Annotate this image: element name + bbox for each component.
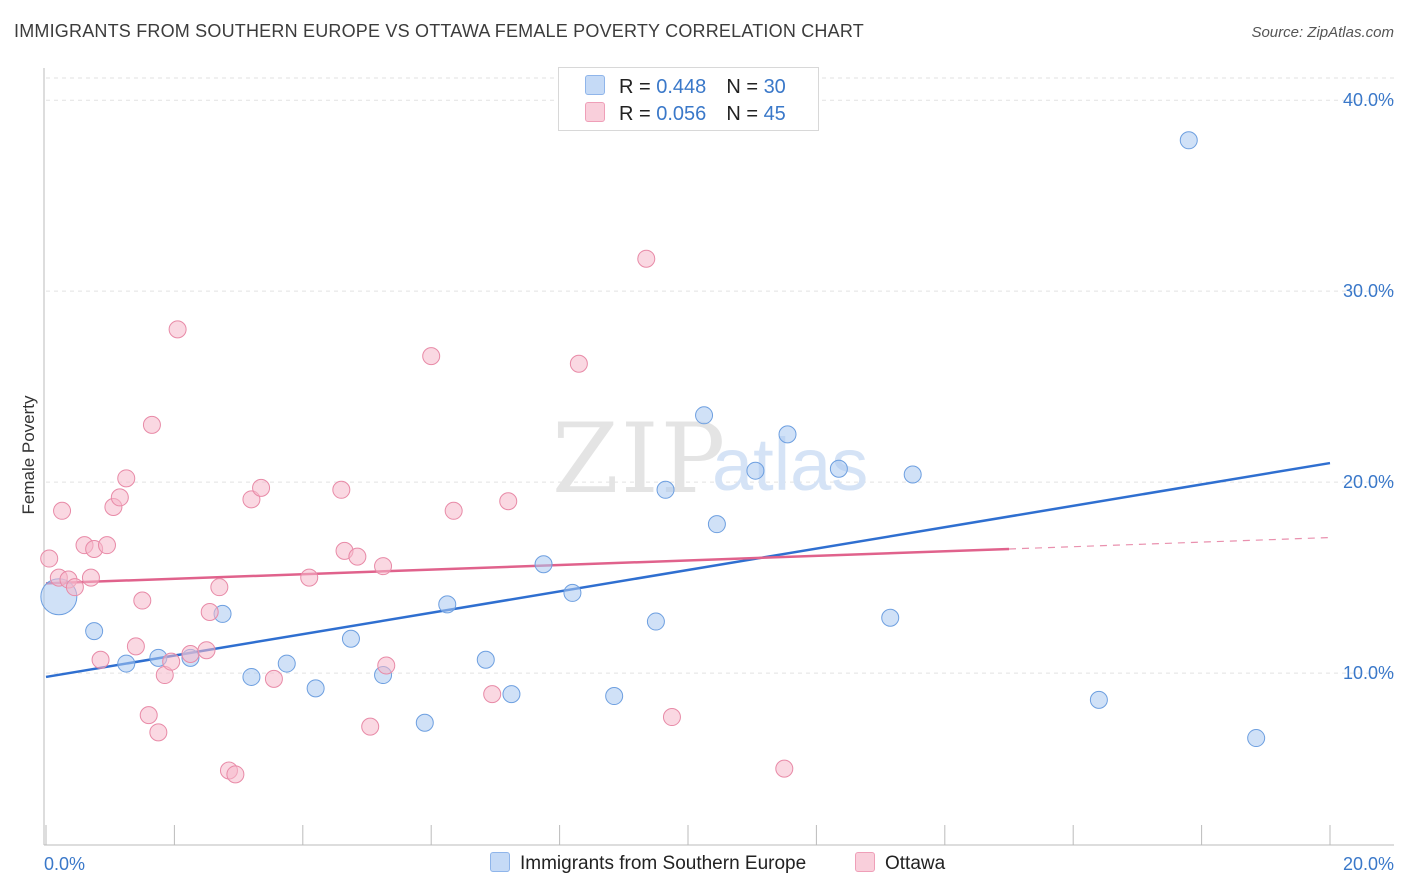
- point-southern-europe: [881, 608, 900, 627]
- point-ottawa: [252, 478, 271, 497]
- point-southern-europe: [85, 622, 104, 641]
- point-ottawa: [149, 723, 168, 742]
- legend-swatch-blue: [585, 75, 605, 95]
- point-ottawa: [264, 669, 283, 688]
- point-ottawa: [332, 480, 351, 499]
- trend-line-extension: [1008, 536, 1331, 550]
- point-southern-europe: [903, 465, 922, 484]
- point-southern-europe: [707, 515, 726, 534]
- gridlines: [46, 77, 1394, 674]
- y-tick-label: 10.0%: [1343, 663, 1394, 683]
- point-ottawa: [200, 603, 219, 622]
- point-ottawa: [422, 347, 441, 366]
- trend-line: [45, 547, 1010, 585]
- point-southern-europe: [306, 679, 325, 698]
- point-ottawa: [133, 591, 152, 610]
- point-ottawa: [662, 708, 681, 727]
- n-value: 30: [763, 76, 786, 98]
- point-ottawa: [300, 568, 319, 587]
- point-southern-europe: [341, 629, 360, 648]
- source-label: Source: ZipAtlas.com: [1251, 24, 1394, 41]
- watermark: ZIP atlas: [552, 403, 868, 515]
- point-southern-europe: [829, 459, 848, 478]
- point-ottawa: [444, 501, 463, 520]
- point-ottawa: [226, 765, 245, 784]
- watermark-zip: ZIP: [552, 403, 727, 515]
- point-southern-europe: [242, 667, 261, 686]
- point-southern-europe: [778, 425, 797, 444]
- point-ottawa: [81, 568, 100, 587]
- point-ottawa: [483, 685, 502, 704]
- data-points: [40, 131, 1266, 784]
- point-ottawa: [162, 652, 181, 671]
- point-ottawa: [377, 656, 396, 675]
- point-ottawa: [142, 415, 161, 434]
- point-ottawa: [348, 547, 367, 566]
- point-ottawa: [361, 717, 380, 736]
- point-ottawa: [53, 501, 72, 520]
- r-label: R =: [619, 76, 657, 98]
- r-value: 0.448: [656, 76, 707, 98]
- point-ottawa: [168, 320, 187, 339]
- point-southern-europe: [1247, 729, 1266, 748]
- point-southern-europe: [277, 654, 296, 673]
- trend-lines: [45, 461, 1331, 679]
- legend-label: Ottawa: [885, 853, 946, 874]
- x-tick-label-max: 20.0%: [1343, 854, 1394, 874]
- n-label: N =: [726, 76, 764, 98]
- y-tick-label: 40.0%: [1343, 90, 1394, 110]
- axes: [43, 68, 1394, 846]
- point-ottawa: [775, 759, 794, 778]
- series-legend-ottawa: Ottawa: [855, 852, 945, 875]
- point-ottawa: [374, 557, 393, 576]
- n-label: N =: [726, 103, 764, 125]
- point-southern-europe: [746, 461, 765, 480]
- point-ottawa: [91, 650, 110, 669]
- trend-line: [45, 461, 1331, 679]
- point-ottawa: [499, 492, 518, 511]
- point-ottawa: [637, 249, 656, 268]
- point-ottawa: [117, 469, 136, 488]
- point-southern-europe: [605, 687, 624, 706]
- point-ottawa: [197, 641, 216, 660]
- point-ottawa: [210, 578, 229, 597]
- point-ottawa: [65, 578, 84, 597]
- point-ottawa: [569, 354, 588, 373]
- legend-row-southern-europe: R = 0.448 N = 30: [585, 75, 786, 101]
- legend-swatch-pink: [585, 102, 605, 122]
- r-value: 0.056: [656, 103, 707, 125]
- y-axis-label: Female Poverty: [19, 395, 38, 515]
- n-value: 45: [763, 103, 786, 125]
- legend-swatch-pink: [855, 852, 875, 872]
- point-southern-europe: [646, 612, 665, 631]
- point-southern-europe: [563, 583, 582, 602]
- point-ottawa: [126, 637, 145, 656]
- point-ottawa: [40, 549, 59, 568]
- stats-legend: R = 0.448 N = 30 R = 0.056 N = 45: [558, 67, 819, 131]
- legend-row-ottawa: R = 0.056 N = 45: [585, 102, 786, 128]
- point-southern-europe: [502, 685, 521, 704]
- point-southern-europe: [534, 555, 553, 574]
- legend-swatch-blue: [490, 852, 510, 872]
- y-tick-label: 30.0%: [1343, 281, 1394, 301]
- point-southern-europe: [1179, 131, 1198, 150]
- point-ottawa: [181, 645, 200, 664]
- chart-title: IMMIGRANTS FROM SOUTHERN EUROPE VS OTTAW…: [14, 21, 864, 41]
- point-ottawa: [110, 488, 129, 507]
- x-tick-label-min: 0.0%: [44, 854, 85, 874]
- point-southern-europe: [415, 713, 434, 732]
- r-label: R =: [619, 103, 657, 125]
- point-southern-europe: [1089, 690, 1108, 709]
- point-southern-europe: [438, 595, 457, 614]
- legend-label: Immigrants from Southern Europe: [520, 853, 807, 874]
- series-legend-southern-europe: Immigrants from Southern Europe: [490, 852, 806, 875]
- point-southern-europe: [117, 654, 136, 673]
- point-ottawa: [97, 536, 116, 555]
- point-ottawa: [139, 706, 158, 725]
- point-southern-europe: [656, 480, 675, 499]
- y-tick-label: 20.0%: [1343, 472, 1394, 492]
- point-southern-europe: [695, 406, 714, 425]
- point-southern-europe: [476, 650, 495, 669]
